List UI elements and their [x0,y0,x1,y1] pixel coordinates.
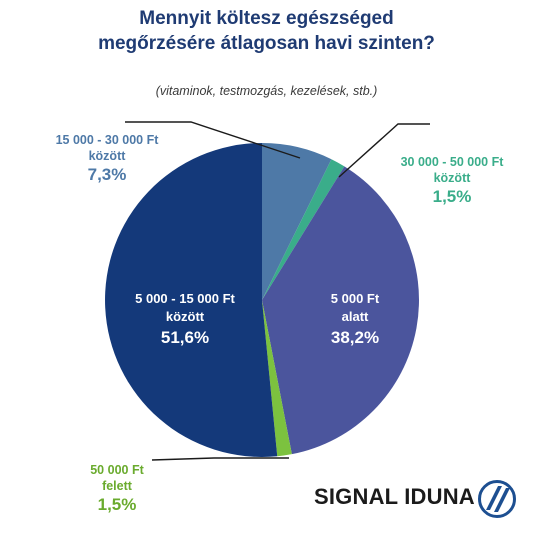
slice-label-15000-30000: 15 000 - 30 000 Ft között 7,3% [32,132,182,186]
pie-slice-15000-30000 [262,143,332,300]
pie-slice-5000-15000 [105,143,278,457]
slice-label-5000-alatt-qualifier: alatt [341,309,369,324]
slice-label-5000-alatt: 5 000 Ft alatt 38,2% [300,290,410,350]
slice-label-5000-15000-qualifier: között [165,309,205,324]
leader-line-50000-felett [151,457,289,461]
slice-label-5000-15000-range: 5 000 - 15 000 Ft [135,291,235,306]
slice-label-50000-felett-amount: 50 000 Ft [90,463,144,477]
brand-name: SIGNAL IDUNA [314,484,475,509]
chart-title: Mennyit költesz egészséged megőrzésére á… [0,6,533,56]
leader-line-15000-30000 [125,121,301,159]
slice-label-5000-alatt-value: 38,2% [330,328,380,347]
title-line-1: Mennyit költesz egészséged [139,8,394,29]
leader-line-30000-50000 [338,123,430,178]
slice-label-30000-50000: 30 000 - 50 000 Ft között 1,5% [377,154,527,208]
pie-slice-30000-50000 [262,159,345,300]
slice-label-5000-alatt-amount: 5 000 Ft [330,291,380,306]
slice-label-30000-50000-range: 30 000 - 50 000 Ft [400,155,504,169]
slice-label-30000-50000-qualifier: között [433,171,471,185]
pie-slice-5000-alatt [262,166,419,455]
title-line-2: megőrzésére átlagosan havi szinten? [98,33,435,54]
pie-slices [105,143,419,457]
slice-label-15000-30000-qualifier: között [88,149,126,163]
pie-slice-50000-felett [262,300,292,457]
slice-label-50000-felett-qualifier: felett [102,479,132,493]
slice-label-5000-15000-value: 51,6% [160,328,210,347]
slice-label-50000-felett-value: 1,5% [97,495,137,514]
chart-subtitle: (vitaminok, testmozgás, kezelések, stb.) [155,84,378,98]
slice-label-15000-30000-value: 7,3% [87,165,127,184]
slice-label-15000-30000-range: 15 000 - 30 000 Ft [55,133,159,147]
slice-label-5000-15000: 5 000 - 15 000 Ft között 51,6% [110,290,260,350]
leader-lines [125,121,430,461]
slice-label-50000-felett: 50 000 Ft felett 1,5% [72,462,162,516]
slice-label-30000-50000-value: 1,5% [432,187,472,206]
signal-iduna-logo-icon [478,480,516,518]
